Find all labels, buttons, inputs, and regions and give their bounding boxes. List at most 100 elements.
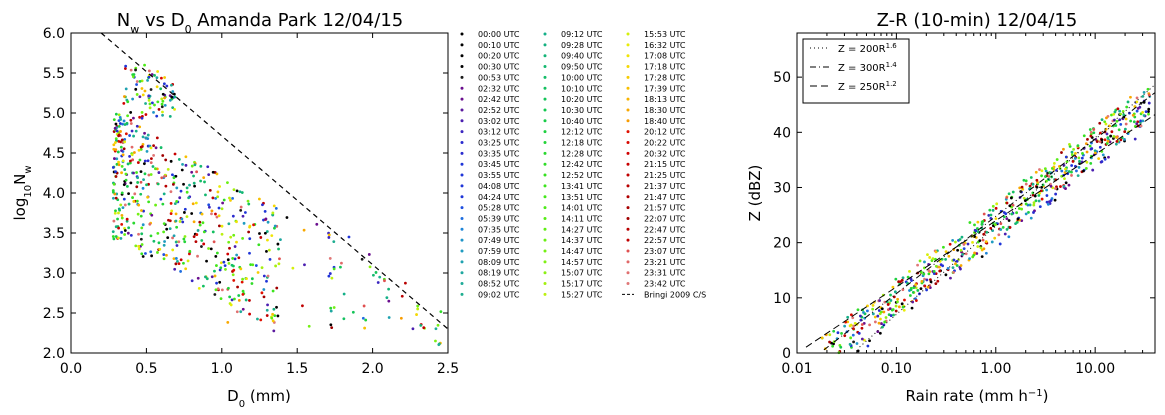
left-data-point: [148, 106, 152, 110]
left-data-point: [258, 197, 261, 201]
left-data-point: [241, 277, 245, 281]
left-data-point: [211, 170, 215, 174]
right-data-point: [995, 202, 999, 206]
right-data-point: [942, 245, 945, 249]
right-data-point: [1132, 120, 1136, 124]
right-data-point: [1142, 114, 1146, 117]
legend-label: 10:40 UTC: [561, 117, 603, 126]
right-data-point: [1122, 113, 1126, 117]
left-data-point: [275, 305, 278, 309]
right-data-point: [982, 212, 986, 216]
left-data-point: [387, 287, 391, 291]
left-data-point: [120, 230, 124, 234]
left-data-point: [165, 253, 168, 257]
left-data-point: [231, 257, 235, 260]
left-data-point: [168, 114, 172, 118]
left-data-point: [178, 220, 182, 223]
left-data-point: [177, 262, 181, 266]
left-data-point: [135, 80, 139, 83]
right-data-point: [912, 286, 916, 290]
right-data-point: [878, 331, 882, 335]
left-data-point: [128, 161, 132, 165]
right-data-point: [1007, 219, 1011, 222]
left-data-point: [237, 256, 241, 260]
legend-marker: [460, 119, 464, 123]
left-data-point: [256, 317, 259, 321]
right-data-point: [903, 298, 906, 302]
left-data-point: [190, 279, 194, 283]
left-data-point: [145, 149, 149, 153]
left-data-point: [330, 276, 334, 280]
left-data-point: [150, 213, 154, 217]
legend-label: 00:00 UTC: [478, 30, 520, 39]
right-data-point: [1035, 185, 1039, 189]
legend-marker: [543, 249, 547, 253]
right-data-point: [1147, 112, 1150, 116]
right-data-point: [1117, 128, 1121, 132]
left-data-point: [422, 326, 426, 330]
right-data-point: [1092, 128, 1096, 131]
left-data-point: [128, 134, 131, 137]
legend-marker: [460, 75, 464, 79]
right-data-point: [894, 304, 898, 308]
right-data-point: [1055, 158, 1059, 161]
left-data-point: [177, 158, 181, 161]
legend-label: 02:52 UTC: [478, 106, 520, 115]
right-data-point: [1135, 122, 1139, 126]
legend-label: 10:20 UTC: [561, 95, 603, 104]
left-y-tick-label: 3.5: [43, 226, 65, 242]
left-data-point: [246, 199, 250, 203]
legend-label: 14:57 UTC: [561, 258, 603, 267]
right-data-point: [851, 316, 855, 320]
right-data-point: [1103, 157, 1107, 161]
left-data-point: [123, 168, 127, 171]
right-data-point: [1112, 112, 1116, 116]
left-data-point: [182, 237, 186, 241]
left-data-point: [270, 316, 274, 320]
right-data-point: [1040, 169, 1044, 173]
right-data-point: [859, 318, 863, 322]
left-data-point: [129, 181, 133, 185]
right-data-point: [991, 204, 995, 208]
right-data-point: [993, 236, 997, 240]
left-data-point: [209, 247, 213, 251]
legend-label: 05:28 UTC: [478, 204, 520, 213]
right-data-point: [836, 331, 840, 335]
right-data-point: [927, 269, 931, 273]
right-data-point: [980, 255, 984, 259]
right-data-point: [1038, 191, 1042, 195]
right-data-point: [956, 248, 960, 252]
left-data-point: [268, 257, 272, 261]
left-data-point: [152, 144, 155, 148]
left-data-point: [363, 326, 367, 330]
right-data-point: [914, 299, 918, 302]
legend-label: 15:53 UTC: [644, 30, 686, 39]
left-data-point: [153, 103, 156, 107]
legend-label: 02:42 UTC: [478, 95, 520, 104]
left-data-point: [267, 248, 271, 252]
right-data-point: [952, 258, 956, 262]
left-data-point: [122, 197, 126, 201]
left-data-point: [140, 87, 144, 90]
left-data-point: [183, 240, 187, 244]
left-data-point: [327, 233, 331, 237]
right-data-point: [1088, 128, 1092, 131]
legend-marker: [543, 97, 547, 101]
right-data-point: [954, 262, 957, 266]
right-data-point: [909, 288, 913, 292]
left-data-point: [237, 298, 241, 302]
left-data-point: [197, 286, 201, 290]
right-data-point: [976, 230, 980, 234]
right-x-tick-label: 0.10: [881, 361, 912, 377]
right-legend-label: Z = 300R1.4: [838, 61, 897, 74]
left-data-point: [248, 251, 251, 255]
left-data-point: [416, 304, 420, 308]
left-data-point: [204, 193, 207, 197]
right-data-point: [1022, 178, 1026, 182]
left-data-point: [135, 93, 139, 96]
legend-marker: [460, 43, 464, 47]
legend-marker: [543, 151, 547, 155]
left-data-point: [347, 235, 351, 239]
left-data-point: [303, 263, 306, 267]
left-data-point: [132, 73, 136, 76]
